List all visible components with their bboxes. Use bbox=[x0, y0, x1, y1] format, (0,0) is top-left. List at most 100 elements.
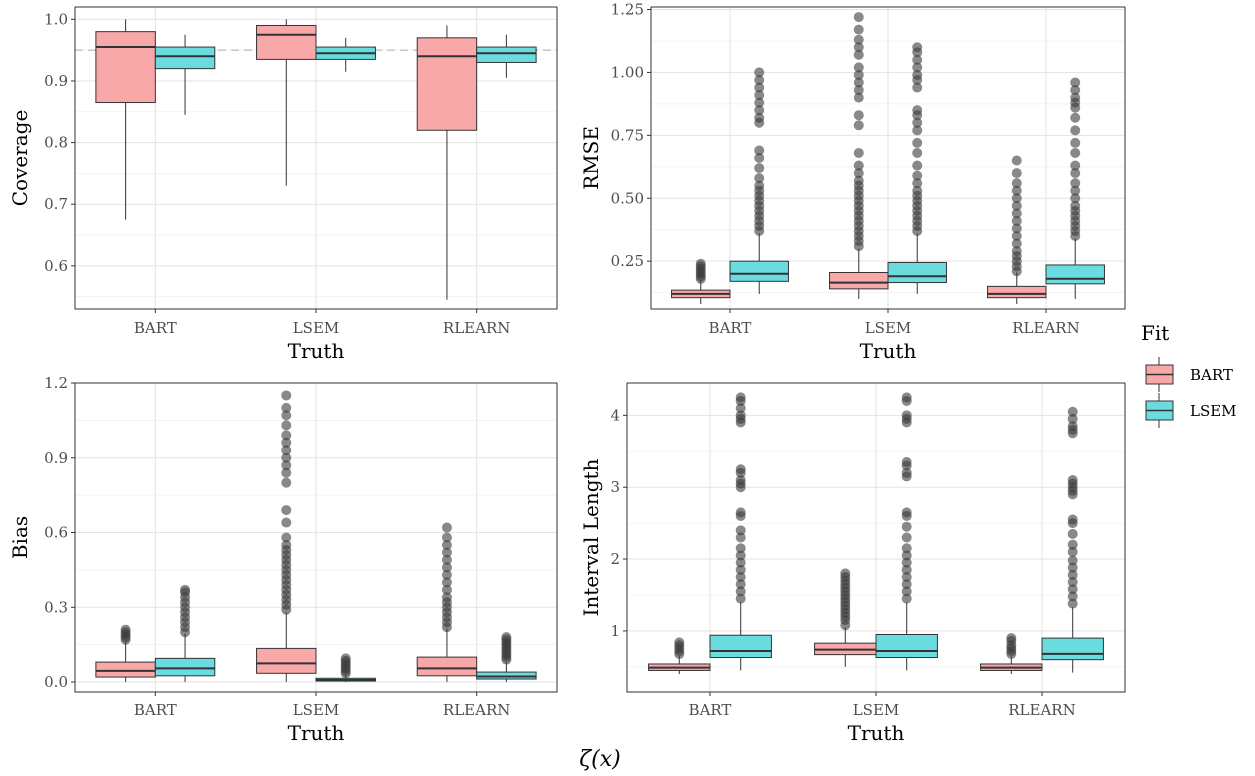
outlier-point bbox=[735, 564, 746, 575]
legend-item-lsem: LSEM bbox=[1145, 393, 1237, 428]
outlier-point bbox=[441, 532, 452, 543]
x-axis-title: Truth bbox=[848, 721, 905, 745]
box-bart-rlearn bbox=[980, 633, 1043, 675]
y-tick-label: 1.2 bbox=[44, 374, 68, 392]
outlier-point bbox=[1070, 178, 1081, 189]
box-iqr bbox=[829, 272, 889, 290]
outlier-point bbox=[853, 168, 864, 179]
outlier-point bbox=[901, 593, 912, 604]
outlier-point bbox=[853, 49, 864, 60]
outlier-point bbox=[754, 173, 765, 184]
box-bart-bart bbox=[671, 258, 731, 304]
outlier-point bbox=[853, 34, 864, 45]
x-tick-label: LSEM bbox=[853, 701, 900, 719]
outlier-point bbox=[853, 24, 864, 35]
x-tick-label: BART bbox=[709, 319, 752, 337]
x-tick-label: RLEARN bbox=[443, 701, 510, 719]
outlier-point bbox=[901, 579, 912, 590]
outlier-point bbox=[1011, 200, 1022, 211]
box-iqr bbox=[709, 634, 772, 659]
chart-top-left: 0.6 0.7 0.8 0.9 1.0 BART LSEM RLEARN Truth Covera… bbox=[8, 6, 558, 363]
outlier-point bbox=[735, 586, 746, 597]
outlier-point bbox=[501, 632, 512, 643]
y-axis-title: Bias bbox=[8, 516, 32, 559]
y-tick-label: 0.9 bbox=[44, 449, 68, 467]
x-tick-label: BART bbox=[689, 701, 732, 719]
outlier-point bbox=[1070, 160, 1081, 171]
box-iqr bbox=[887, 261, 947, 284]
outlier-point bbox=[912, 62, 923, 73]
box-lsem-lsem bbox=[875, 392, 938, 671]
box-iqr bbox=[95, 31, 156, 104]
outlier-point bbox=[901, 550, 912, 561]
outlier-point bbox=[1070, 125, 1081, 136]
legend-label-bart: BART bbox=[1190, 366, 1233, 384]
outlier-point bbox=[901, 564, 912, 575]
outlier-point bbox=[281, 467, 292, 478]
x-axis-title: Truth bbox=[860, 339, 917, 363]
outlier-point bbox=[912, 170, 923, 181]
outlier-point bbox=[281, 460, 292, 471]
box-iqr bbox=[256, 647, 317, 674]
box-lsem-lsem bbox=[887, 42, 947, 294]
legend: Fit BART LSEM bbox=[1141, 321, 1237, 428]
outlier-point bbox=[441, 592, 452, 603]
y-tick-label: 0.6 bbox=[44, 257, 68, 275]
chart-bottom-left: 0.0 0.3 0.6 0.9 1.2 BART LSEM RLEARN Truth Bias bbox=[8, 374, 558, 745]
y-tick-label: 0.50 bbox=[611, 189, 644, 207]
chart-bottom-right: 1 2 3 4 BART LSEM RLEARN Truth Interval Length bbox=[579, 382, 1126, 745]
box-iqr bbox=[95, 661, 156, 678]
box-lsem-rlearn bbox=[476, 632, 537, 683]
box-lsem-rlearn bbox=[1045, 77, 1105, 299]
outlier-point bbox=[901, 410, 912, 421]
outlier-point bbox=[281, 420, 292, 431]
outlier-point bbox=[1067, 514, 1078, 525]
outlier-point bbox=[1011, 155, 1022, 166]
box-lsem-lsem bbox=[315, 653, 376, 683]
y-tick-label: 1.00 bbox=[611, 63, 644, 81]
outlier-point bbox=[735, 507, 746, 518]
outlier-point bbox=[754, 97, 765, 108]
outlier-point bbox=[901, 572, 912, 583]
outlier-point bbox=[853, 120, 864, 131]
outlier-point bbox=[912, 54, 923, 65]
x-tick-label: LSEM bbox=[293, 701, 340, 719]
outlier-point bbox=[735, 475, 746, 486]
box-bart-rlearn bbox=[987, 155, 1047, 304]
box-iqr bbox=[987, 285, 1047, 299]
outlier-point bbox=[912, 105, 923, 116]
outlier-point bbox=[912, 178, 923, 189]
outlier-point bbox=[912, 185, 923, 196]
outlier-point bbox=[901, 467, 912, 478]
box-lsem-bart bbox=[729, 67, 789, 294]
box-iqr bbox=[416, 37, 478, 131]
box-lsem-rlearn bbox=[1041, 406, 1104, 673]
outlier-point bbox=[281, 445, 292, 456]
outlier-point bbox=[1070, 85, 1081, 96]
box-iqr bbox=[1041, 637, 1104, 661]
box-lsem-bart bbox=[154, 34, 216, 115]
y-tick-label: 0.0 bbox=[44, 673, 68, 691]
outlier-point bbox=[901, 532, 912, 543]
x-axis-title: Truth bbox=[288, 339, 345, 363]
y-axis-title: Interval Length bbox=[579, 458, 603, 616]
outlier-point bbox=[754, 153, 765, 163]
outlier-point bbox=[853, 85, 864, 96]
outlier-point bbox=[754, 163, 765, 174]
outlier-point bbox=[1011, 246, 1022, 257]
box-iqr bbox=[256, 24, 317, 60]
x-tick-label: BART bbox=[134, 701, 177, 719]
outlier-point bbox=[912, 82, 923, 93]
outlier-point bbox=[1070, 77, 1081, 88]
outlier-point bbox=[735, 543, 746, 554]
box-bart-rlearn bbox=[416, 522, 478, 683]
box-bart-bart bbox=[95, 624, 156, 683]
legend-item-bart: BART bbox=[1145, 357, 1233, 392]
outlier-point bbox=[754, 67, 765, 78]
outlier-point bbox=[853, 175, 864, 186]
box-bart-lsem bbox=[829, 12, 889, 299]
box-bart-bart bbox=[648, 637, 711, 675]
outlier-point bbox=[912, 42, 923, 53]
outlier-point bbox=[901, 521, 912, 532]
